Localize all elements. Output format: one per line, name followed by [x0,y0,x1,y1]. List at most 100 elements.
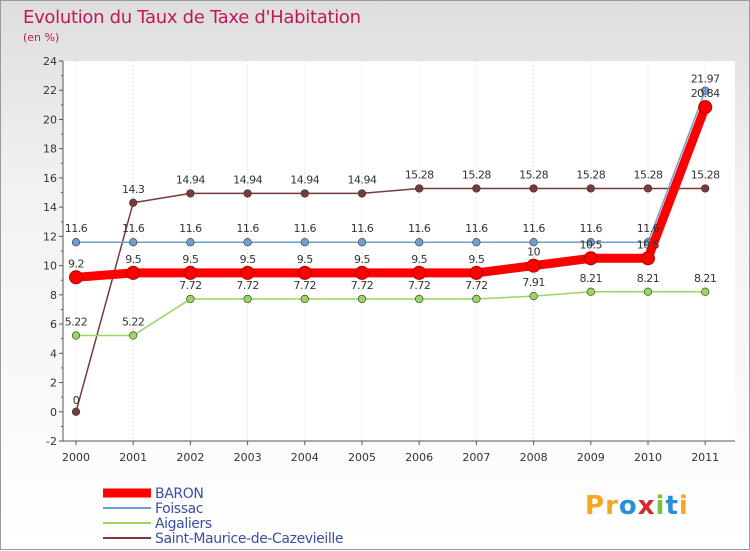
x-tick-label: 2009 [577,451,605,464]
data-point [183,265,198,280]
data-point [243,189,252,198]
x-tick-label: 2005 [348,451,376,464]
x-tick-label: 2002 [176,451,204,464]
data-point [186,189,195,198]
data-point [643,184,653,193]
data-label: 11.6 [179,222,202,235]
data-label: 9.5 [411,253,427,266]
proxiti-logo: Proxiti [585,491,689,521]
y-tick-label: 18 [43,143,57,156]
data-label: 11.6 [580,222,603,235]
legend-label: Foissac [155,501,203,517]
data-label: 11.6 [408,222,431,235]
data-point [412,265,427,280]
series-line-Saint-Maurice-de-Cazevieille [75,187,706,413]
data-label: 9.5 [468,253,484,266]
data-label: 15.28 [405,168,434,181]
data-point [300,294,309,304]
data-label: 15.28 [576,168,605,181]
data-point [129,198,138,207]
data-label: 8.21 [694,272,717,285]
data-label: 11.6 [465,222,488,235]
data-point [71,238,81,247]
x-tick-label: 2007 [462,451,490,464]
y-tick-label: 14 [43,201,57,214]
data-point [415,184,424,193]
data-point [357,238,367,247]
data-point [186,238,195,247]
y-tick-label: -2 [46,435,57,448]
data-label: 5.22 [122,315,145,328]
y-tick-label: 12 [43,230,57,243]
data-point [526,258,541,273]
data-label: 10.5 [580,238,603,251]
data-label: 15.28 [462,168,491,181]
y-tick-label: 8 [50,289,57,302]
x-tick-label: 2001 [119,451,147,464]
data-point [415,238,424,247]
data-label: 11.6 [522,222,545,235]
data-label: 21.97 [691,73,720,86]
data-label: 10.5 [637,238,660,251]
data-label: 7.91 [522,276,545,289]
data-label: 11.6 [351,222,374,235]
data-point [641,251,655,266]
y-tick-label: 10 [43,260,57,273]
logo-letter: P [585,491,606,521]
y-tick-label: 0 [50,406,57,419]
legend-label: Saint-Maurice-de-Cazevieille [155,531,343,547]
logo-letter: x [637,491,656,521]
x-tick-label: 2010 [634,451,662,464]
data-label: 7.72 [236,279,259,292]
y-tick-label: 20 [43,113,57,126]
data-point [71,331,81,340]
y-tick-label: 6 [50,318,57,331]
data-label: 7.72 [179,279,202,292]
x-tick-label: 2008 [520,451,548,464]
data-point [243,238,252,247]
x-tick-label: 2004 [291,451,319,464]
y-tick-label: 4 [50,347,57,360]
logo-letter: t [665,491,679,521]
data-point [71,407,81,416]
data-point [300,189,309,198]
data-label: 11.6 [122,222,145,235]
data-point [701,184,710,193]
series-line-BARON [71,102,710,282]
data-point [701,287,710,296]
data-point [586,287,595,296]
data-point [240,265,255,280]
data-point [529,292,538,301]
data-point [472,184,481,193]
data-label: 9.5 [182,253,198,266]
data-label: 11.6 [65,222,88,235]
data-point [701,86,710,95]
data-label: 15.28 [691,168,720,181]
y-tick-label: 16 [43,172,57,185]
data-point [357,189,367,198]
data-point [300,238,309,247]
data-label: 8.21 [637,272,660,285]
data-label: 14.3 [122,183,145,196]
data-label: 9.5 [240,253,256,266]
x-tick-label: 2006 [405,451,433,464]
data-label: 7.72 [465,279,488,292]
logo-letter: o [618,491,638,521]
data-point [69,270,83,285]
series-line-Foissac [75,89,706,243]
data-point [243,294,252,304]
y-tick-label: 2 [50,377,57,390]
data-label: 0 [73,394,80,407]
data-label: 15.28 [519,168,548,181]
data-label: 20.84 [691,87,720,100]
data-point [472,294,481,304]
data-label: 9.5 [297,253,313,266]
y-tick-label: 24 [43,55,57,68]
data-label: 15.28 [634,168,663,181]
x-tick-label: 2003 [234,451,262,464]
data-point [186,294,195,304]
legend-label: Aigaliers [155,516,212,532]
chart-subtitle: (en %) [23,31,60,44]
